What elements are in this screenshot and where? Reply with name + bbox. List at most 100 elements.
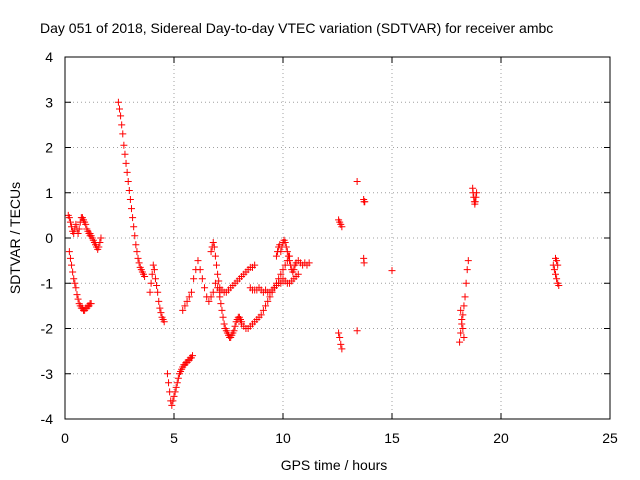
data-point-marker	[169, 397, 177, 405]
data-point-marker	[214, 270, 222, 278]
chart-title: Day 051 of 2018, Sidereal Day-to-day VTE…	[40, 20, 553, 36]
series-seg16	[456, 257, 472, 346]
y-tick-label: 2	[45, 140, 53, 156]
data-point-marker	[74, 295, 82, 303]
data-point-marker	[82, 220, 90, 228]
y-tick-label: -2	[41, 321, 54, 337]
x-tick-label: 0	[61, 430, 69, 446]
data-point-marker	[259, 306, 267, 314]
data-point-marker	[257, 311, 265, 319]
data-point-marker	[170, 392, 178, 400]
data-point-marker	[472, 193, 480, 201]
data-point-marker	[198, 275, 206, 283]
data-point-marker	[553, 257, 561, 265]
data-point-marker	[72, 284, 80, 292]
y-tick-label: -1	[41, 275, 54, 291]
data-point-marker	[118, 121, 126, 129]
data-point-marker	[305, 259, 313, 267]
data-point-marker	[459, 311, 467, 319]
data-point-marker	[150, 266, 158, 274]
series-seg13	[272, 236, 313, 276]
series-seg08	[207, 239, 224, 292]
data-point-marker	[66, 254, 74, 262]
data-point-marker	[73, 291, 81, 299]
data-point-marker	[74, 229, 82, 237]
data-point-marker	[216, 293, 224, 301]
series-seg01	[64, 211, 94, 240]
data-point-marker	[353, 327, 361, 335]
data-point-marker	[460, 334, 468, 342]
series-seg12	[246, 277, 287, 296]
data-point-marker	[69, 268, 77, 276]
data-point-marker	[154, 288, 162, 296]
data-point-marker	[461, 293, 469, 301]
data-point-marker	[218, 306, 226, 314]
data-point-marker	[209, 239, 217, 247]
data-point-marker	[185, 293, 193, 301]
data-point-marker	[294, 270, 302, 278]
data-point-marker	[215, 277, 223, 285]
data-point-marker	[163, 370, 171, 378]
data-point-marker	[190, 275, 198, 283]
data-point-marker	[290, 266, 298, 274]
data-point-marker	[65, 248, 73, 256]
data-point-marker	[131, 232, 139, 240]
data-point-marker	[148, 270, 156, 278]
data-point-marker	[277, 270, 285, 278]
data-point-marker	[75, 225, 83, 233]
data-point-marker	[457, 306, 465, 314]
data-point-marker	[201, 284, 209, 292]
data-point-marker	[121, 150, 129, 158]
data-point-marker	[473, 189, 481, 197]
data-point-marker	[286, 257, 294, 265]
plot-border	[64, 56, 611, 420]
data-point-marker	[72, 220, 80, 228]
data-point-marker	[66, 218, 74, 226]
data-point-marker	[171, 388, 179, 396]
data-point-marker	[338, 223, 346, 231]
data-point-marker	[231, 322, 239, 330]
data-point-marker	[284, 252, 292, 260]
data-point-marker	[194, 257, 202, 265]
data-point-marker	[463, 266, 471, 274]
data-point-marker	[460, 302, 468, 310]
y-tick-label: -3	[41, 366, 54, 382]
data-point-marker	[458, 315, 466, 323]
data-point-marker	[181, 302, 189, 310]
data-point-marker	[117, 112, 125, 120]
data-point-marker	[335, 329, 343, 337]
data-point-marker	[120, 141, 128, 149]
series-seg04	[114, 98, 149, 280]
series-seg15	[335, 177, 396, 353]
data-point-marker	[360, 259, 368, 267]
data-point-marker	[555, 282, 563, 290]
data-point-marker	[114, 98, 122, 106]
y-tick-label: 3	[45, 94, 53, 110]
data-point-marker	[132, 241, 140, 249]
data-point-marker	[554, 261, 562, 269]
data-point-marker	[151, 275, 159, 283]
data-point-marker	[196, 266, 204, 274]
data-point-marker	[220, 320, 228, 328]
series-seg10	[216, 293, 246, 342]
data-point-marker	[133, 248, 141, 256]
data-point-marker	[264, 297, 272, 305]
data-point-marker	[146, 288, 154, 296]
series-seg18	[549, 254, 563, 290]
data-point-marker	[65, 214, 73, 222]
data-point-marker	[126, 196, 134, 204]
data-point-marker	[187, 288, 195, 296]
data-markers	[64, 98, 563, 409]
data-point-marker	[95, 243, 103, 251]
data-point-marker	[464, 257, 472, 265]
data-point-marker	[209, 288, 217, 296]
data-point-marker	[173, 379, 181, 387]
data-point-marker	[153, 282, 161, 290]
data-point-marker	[71, 279, 79, 287]
data-point-marker	[213, 261, 221, 269]
data-point-marker	[457, 329, 465, 337]
data-point-marker	[156, 304, 164, 312]
data-point-marker	[210, 243, 218, 251]
series-seg17	[469, 184, 481, 208]
data-point-marker	[337, 340, 345, 348]
